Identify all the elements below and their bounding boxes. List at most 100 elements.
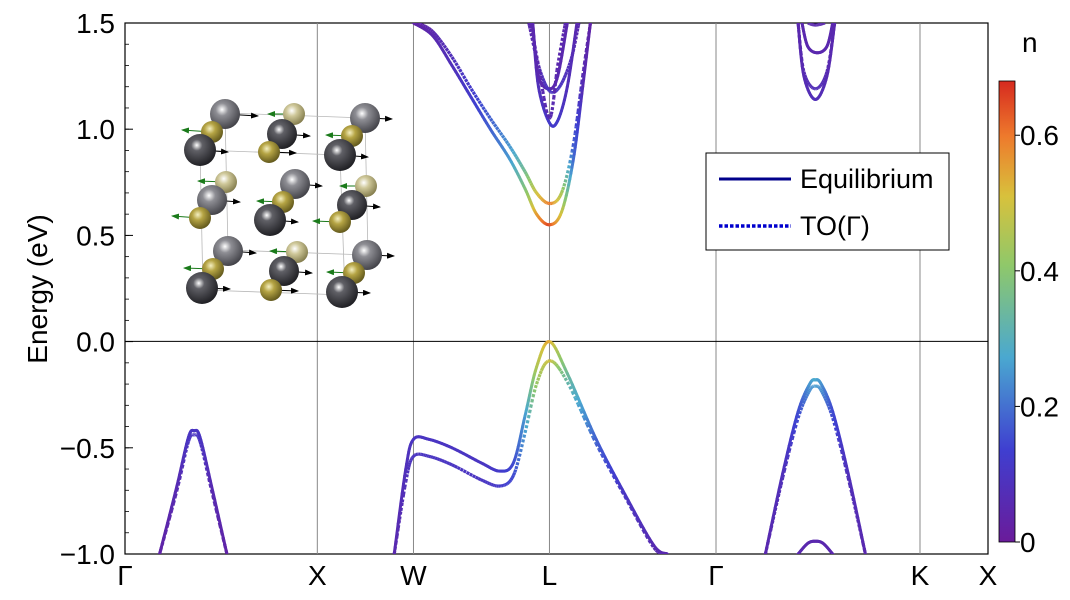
band-segment-to (570, 391, 577, 399)
band-segment-to (401, 487, 407, 495)
band-segment-to (545, 114, 550, 119)
band-segment-to (535, 55, 540, 61)
band-segment-to (818, 388, 823, 392)
band-segment-to (652, 546, 658, 552)
band-segment-to (579, 410, 586, 419)
band-segment-to (800, 63, 805, 69)
band-segment-to (584, 44, 589, 52)
band-segment-to (528, 180, 533, 184)
band-segment-to (396, 519, 402, 529)
band-segment-to (443, 460, 448, 465)
band-segment-to (782, 463, 788, 472)
band-segment-to (465, 81, 471, 87)
band-segment-to (434, 456, 438, 461)
band-segment-to (561, 31, 566, 37)
band-segment-to (763, 549, 769, 554)
band-segment-to (395, 527, 400, 537)
band-segment-to (505, 482, 509, 486)
band-segment-to (572, 133, 577, 141)
band-segment-to (438, 458, 443, 463)
band-segment-to (196, 436, 201, 440)
band-segment-to (582, 57, 587, 64)
band-segment-to (397, 510, 403, 520)
band-segment-to (817, 386, 821, 389)
band-segment-to (533, 383, 539, 389)
band-segment-to (561, 185, 566, 191)
band-segment-to (835, 432, 841, 440)
band-segment-to (421, 23, 425, 28)
band-segment-to (571, 139, 576, 147)
band-segment-to (583, 50, 588, 58)
band-segment-to (538, 76, 544, 85)
band-segment-to (544, 109, 549, 115)
band-segment-to (509, 147, 515, 153)
band-segment-to (587, 29, 591, 35)
band-segment-to (196, 435, 200, 438)
band-segment-to (203, 461, 208, 468)
band-segment-to (559, 370, 565, 376)
band-segment-to (166, 517, 172, 526)
band-segment-to (530, 184, 535, 189)
band-segment-to (568, 58, 573, 63)
band-segment-to (456, 65, 462, 71)
band-segment-to (469, 87, 475, 93)
band-segment-to (534, 50, 539, 56)
band-segment-to (823, 397, 828, 402)
band-segment-to (516, 158, 521, 163)
band-segment-to (833, 427, 839, 434)
y-axis-title: Energy (eV) (22, 214, 53, 363)
band-segment-to (806, 391, 811, 395)
band-segment-to (531, 391, 536, 398)
legend-box (705, 152, 950, 251)
band-segment-to (771, 510, 777, 520)
legend: Equilibrium TO(Γ) (705, 152, 950, 251)
band-segment-to (787, 444, 793, 452)
band-segment-to (468, 472, 474, 478)
band-segment-to (803, 74, 808, 79)
band-segment-to (831, 417, 836, 424)
band-segment-to (832, 422, 838, 429)
colorbar-tick-label: 0.6 (1020, 120, 1059, 151)
band-segment-to (393, 543, 398, 550)
band-segment-to (529, 401, 534, 408)
band-segment-to (536, 193, 541, 198)
band-segment-to (527, 25, 532, 30)
band-segment-to (530, 396, 535, 403)
band-segment-to (561, 373, 567, 379)
band-segment-to (545, 87, 550, 91)
y-tick-label: −0.5 (60, 433, 115, 464)
band-segment-to (170, 502, 176, 511)
band-segment-to (462, 469, 468, 474)
band-segment-to (823, 74, 828, 79)
band-segment-to (474, 475, 479, 480)
band-segment-to (407, 461, 412, 465)
band-segment-to (521, 437, 526, 443)
band-segment-to (523, 427, 528, 434)
band-segment-to (571, 47, 576, 53)
band-segment-to (626, 501, 633, 509)
band-segment-to (815, 86, 819, 91)
band-segment-to (182, 452, 188, 458)
band-segment-to (556, 60, 561, 66)
colorbar-tick-label: 0 (1020, 527, 1036, 558)
band-segment-to (659, 551, 662, 554)
band-segment-to (580, 75, 585, 83)
band-segment-to (532, 387, 537, 393)
band-segment-to (569, 55, 574, 60)
band-segment-to (825, 67, 830, 73)
band-segment-to (462, 75, 467, 81)
band-segment-to (562, 74, 568, 79)
x-tick-label: Γ (117, 560, 132, 591)
band-segment-to (399, 502, 404, 512)
band-segment-to (413, 453, 417, 457)
band-segment-to (491, 120, 496, 126)
band-segment-to (407, 464, 411, 468)
band-segment-to (543, 104, 548, 111)
plot-area (124, 22, 989, 555)
band-segment-to (442, 44, 448, 50)
band-segment-to (206, 472, 211, 480)
band-segment-to (508, 145, 513, 150)
band-segment-to (830, 34, 835, 41)
band-segment-to (565, 68, 570, 73)
band-segment-to (537, 373, 542, 378)
